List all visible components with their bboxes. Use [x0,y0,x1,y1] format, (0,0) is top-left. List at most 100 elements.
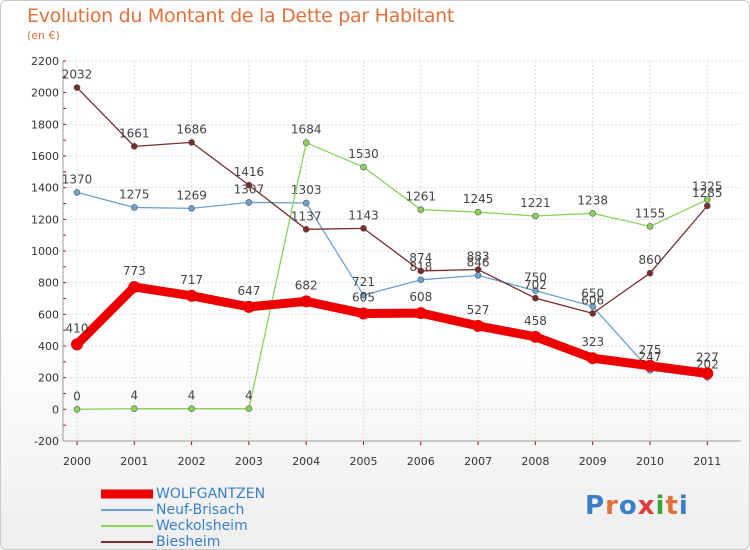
logo-letter: r [605,491,619,521]
series-3-label-8: 702 [524,278,547,292]
series-3-point-9 [589,310,597,317]
series-1-label-11: 202 [696,357,719,371]
x-tick-label-11: 2011 [693,455,721,468]
series-0-label-5: 605 [352,291,375,305]
series-3-point-6 [417,267,425,275]
x-tick-label-2: 2002 [178,455,206,468]
legend-item-1: Neuf-Brisach [101,502,265,518]
legend-swatch-3 [101,541,153,543]
legend-label-2: Weckolsheim [156,518,248,534]
series-1-label-1: 1275 [119,187,150,201]
y-tick-label-10: 1800 [31,118,59,131]
x-tick-label-1: 2001 [120,455,148,468]
chart-title: Evolution du Montant de la Dette par Hab… [27,5,455,27]
y-tick-label-9: 1600 [31,150,59,163]
series-3-point-3 [245,181,253,189]
series-0-label-6: 608 [409,290,432,304]
series-0-point-6 [414,307,427,320]
series-2-label-8: 1221 [520,196,551,210]
legend-swatch-1 [101,509,153,511]
series-line-2 [76,142,708,410]
legend-swatch-2 [101,525,153,527]
series-2-label-6: 1261 [406,190,437,204]
series-2-point-7 [474,208,482,216]
x-tick-label-0: 2000 [63,455,91,468]
series-2-label-1: 4 [130,389,138,403]
series-2-label-9: 1238 [577,193,608,207]
series-3-label-2: 1686 [176,122,207,136]
x-tick-label-5: 2005 [350,455,378,468]
series-1-point-4 [302,199,310,207]
series-0-label-9: 323 [581,335,604,349]
series-3-point-5 [360,225,367,232]
legend-label-3: Biesheim [156,534,221,550]
series-1-point-9 [589,303,597,310]
series-3-point-7 [474,266,482,273]
series-0-point-0 [71,338,83,351]
logo-letter: x [637,491,656,521]
series-1-point-8 [532,287,539,294]
y-tick-label-3: 400 [38,340,59,353]
series-2-point-1 [131,405,138,413]
series-2-label-2: 4 [188,389,196,403]
series-3-point-0 [73,84,81,91]
series-3-label-11: 1285 [692,186,723,200]
x-tick-label-10: 2010 [636,455,664,468]
series-line-3 [76,86,708,315]
series-0-point-1 [128,280,141,293]
x-tick-label-8: 2008 [521,455,549,468]
series-0-point-9 [586,352,599,365]
y-tick-label-4: 600 [38,308,59,321]
legend-label-1: Neuf-Brisach [156,502,245,518]
series-1-point-7 [474,272,482,279]
series-2-point-2 [188,405,195,413]
y-tick-label-1: 0 [52,403,59,416]
series-line-0 [72,282,712,378]
proxiti-logo: Proxiti [585,491,689,521]
series-1-label-9: 650 [581,286,604,300]
series-2-label-10: 1155 [635,206,666,220]
series-0-label-8: 458 [524,314,547,328]
series-1-point-3 [245,199,253,206]
series-0-label-7: 527 [467,303,490,317]
series-2-point-8 [532,212,539,220]
logo-letter: i [678,491,689,521]
series-3-point-4 [302,226,310,233]
y-tick-label-6: 1000 [31,245,59,258]
legend-item-3: Biesheim [101,534,265,550]
series-1-point-1 [131,204,138,211]
series-3-point-1 [131,143,138,150]
series-3-label-6: 874 [409,251,432,265]
series-3-label-5: 1143 [348,208,379,222]
legend-label-0: WOLFGANTZEN [156,486,266,502]
series-0-label-1: 773 [123,264,146,278]
y-tick-label-7: 1200 [31,213,59,226]
series-0-point-2 [185,289,198,302]
series-1-label-4: 1303 [291,183,322,197]
series-0-point-8 [529,330,542,343]
series-3-label-3: 1416 [234,165,265,179]
series-2-label-5: 1530 [348,147,379,161]
unit-label: (en €) [27,29,60,42]
series-2-point-5 [360,163,367,171]
series-3-point-10 [646,269,654,277]
series-2-point-4 [302,139,310,146]
series-2-point-11 [703,196,711,203]
series-1-point-6 [417,276,425,284]
series-3-label-4: 1137 [291,209,322,223]
series-3-label-7: 883 [467,250,490,264]
series-1-point-2 [188,205,195,212]
logo-letter: t [665,491,679,521]
series-0-point-4 [300,295,313,308]
x-tick-label-9: 2009 [579,455,607,468]
series-2-point-3 [245,405,253,413]
legend-item-0: WOLFGANTZEN [101,486,265,502]
series-1-point-5 [360,291,367,299]
series-0-label-0: 410 [66,321,89,335]
y-tick-label-2: 200 [38,372,59,385]
series-1-label-3: 1307 [234,182,265,196]
x-tick-label-6: 2006 [407,455,435,468]
y-tick-label-0: -200 [34,435,59,448]
series-2-label-0: 0 [73,389,81,403]
